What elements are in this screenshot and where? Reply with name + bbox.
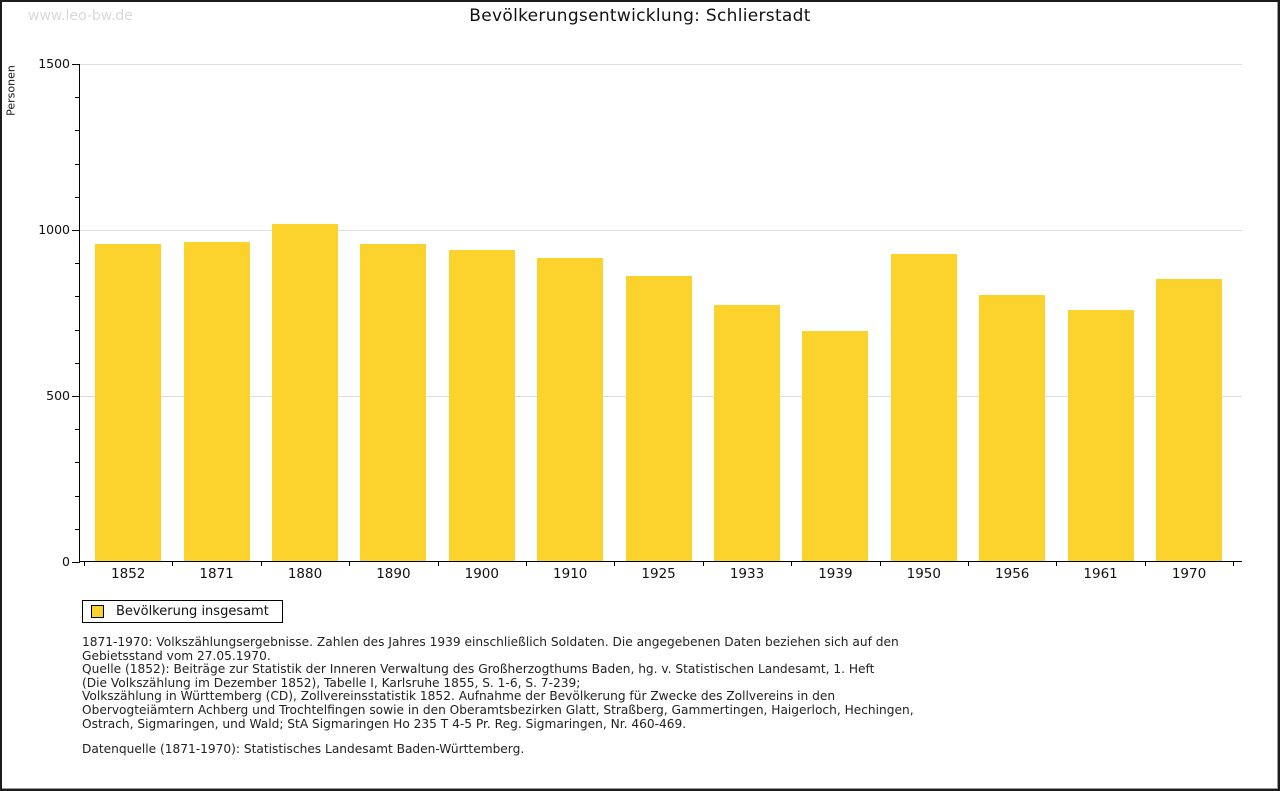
y-axis-minor-tick <box>75 495 80 497</box>
y-axis-minor-tick <box>75 296 80 298</box>
footnote-line: Ostrach, Sigmaringen, und Wald; StA Sigm… <box>82 716 687 731</box>
x-tick-label: 1880 <box>287 566 323 582</box>
y-axis-minor-tick <box>75 462 80 464</box>
bar <box>537 257 604 561</box>
y-tick-label: 1500 <box>38 56 70 71</box>
y-axis-minor-tick <box>75 163 80 165</box>
x-axis-tick <box>260 561 262 566</box>
footnote-line: Gebietsstand vom 27.05.1970. <box>82 648 271 663</box>
x-tick-label: 1900 <box>464 566 499 582</box>
gridline <box>80 230 1242 231</box>
legend-swatch <box>91 605 104 618</box>
bar <box>979 295 1046 561</box>
x-tick-label: 1956 <box>995 566 1030 582</box>
bar <box>1156 279 1222 561</box>
bar <box>95 243 162 561</box>
legend-label: Bevölkerung insgesamt <box>116 604 269 619</box>
x-tick-label: 1939 <box>818 566 853 582</box>
bar <box>183 241 250 561</box>
x-axis-tick <box>614 561 616 566</box>
legend: Bevölkerung insgesamt <box>82 600 283 623</box>
x-axis-tick <box>172 561 174 566</box>
x-axis-tick <box>1144 561 1146 566</box>
bar <box>1067 310 1134 561</box>
y-tick-label: 1000 <box>38 222 70 237</box>
x-axis-tick <box>791 561 793 566</box>
y-axis-minor-tick <box>75 263 80 265</box>
y-axis-minor-tick <box>75 196 80 198</box>
footnotes: 1871-1970: Volkszählungsergebnisse. Zahl… <box>82 635 914 731</box>
datasource-line: Datenquelle (1871-1970): Statistisches L… <box>82 742 525 756</box>
x-axis-tick <box>1233 561 1235 566</box>
gridline <box>80 64 1242 65</box>
bar <box>890 253 957 561</box>
x-tick-label: 1970 <box>1171 566 1207 582</box>
y-axis-minor-tick <box>75 362 80 364</box>
footnote-line: Volkszählung in Württemberg (CD), Zollve… <box>82 689 836 704</box>
footnote-line: Quelle (1852): Beiträge zur Statistik de… <box>82 662 875 677</box>
x-axis-tick <box>349 561 351 566</box>
x-tick-label: 1852 <box>111 566 146 582</box>
x-tick-label: 1890 <box>376 566 411 582</box>
x-axis-tick <box>879 561 881 566</box>
plot-area: 0 500 1000 1500 1852 1871 1880 1890 1900 1910 1925… <box>38 57 1242 582</box>
y-axis-minor-tick <box>75 130 80 132</box>
y-axis-tick <box>72 562 80 563</box>
y-axis-tick <box>72 230 80 231</box>
y-axis-minor-tick <box>75 329 80 331</box>
x-tick-label: 1871 <box>199 566 234 582</box>
footnote-line: 1871-1970: Volkszählungsergebnisse. Zahl… <box>82 635 899 649</box>
y-axis-tick <box>72 396 80 397</box>
x-axis-tick <box>968 561 969 566</box>
y-axis-minor-tick <box>75 97 80 99</box>
x-axis-tick <box>526 561 527 566</box>
x-tick-label: 1925 <box>641 566 676 582</box>
x-axis-tick <box>1056 561 1058 566</box>
y-axis-label: Personen <box>4 65 18 116</box>
y-axis-tick <box>72 64 80 65</box>
x-axis-tick <box>437 561 439 566</box>
chart-title: Bevölkerungsentwicklung: Schlierstadt <box>469 6 811 26</box>
x-axis-tick <box>702 561 704 566</box>
y-tick-label: 0 <box>62 554 70 569</box>
x-tick-label: 1933 <box>729 566 765 582</box>
bar <box>448 249 515 561</box>
bar <box>625 276 692 561</box>
bar <box>714 305 780 561</box>
y-axis-minor-tick <box>75 528 80 530</box>
bar <box>360 244 427 561</box>
x-axis-tick <box>84 561 85 566</box>
y-axis-minor-tick <box>75 429 80 431</box>
bar <box>802 330 869 561</box>
footnote-line: (Die Volkszählung im Dezember 1852), Tab… <box>82 675 581 690</box>
y-tick-label: 500 <box>46 388 70 403</box>
footnote-line: Obervogteiämtern Achberg und Trochtelfin… <box>82 702 914 717</box>
bar <box>272 224 338 561</box>
x-tick-label: 1950 <box>906 566 941 582</box>
watermark: www.leo-bw.de <box>28 8 133 24</box>
x-tick-label: 1961 <box>1083 566 1118 582</box>
x-tick-label: 1910 <box>553 566 588 582</box>
